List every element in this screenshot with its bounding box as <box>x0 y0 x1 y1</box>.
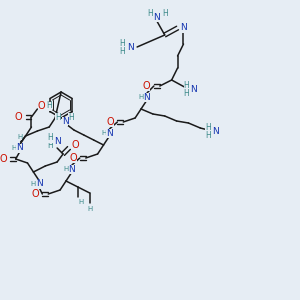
Text: N: N <box>36 179 43 188</box>
Text: N: N <box>190 85 197 94</box>
Text: H: H <box>55 112 61 122</box>
Text: H: H <box>205 124 211 133</box>
Text: H: H <box>63 166 69 172</box>
Text: N: N <box>69 164 75 173</box>
Text: H: H <box>47 140 53 149</box>
Text: N: N <box>127 44 134 52</box>
Text: N: N <box>16 143 23 152</box>
Text: N: N <box>106 128 113 137</box>
Text: H: H <box>184 88 189 98</box>
Text: H: H <box>205 131 211 140</box>
Text: H: H <box>17 134 22 140</box>
Text: N: N <box>180 23 187 32</box>
Text: H: H <box>78 199 83 205</box>
Text: H: H <box>31 181 36 187</box>
Text: N: N <box>212 128 218 136</box>
Text: H: H <box>162 8 168 17</box>
Text: O: O <box>0 154 8 164</box>
Text: N: N <box>54 137 61 146</box>
Text: H: H <box>101 130 106 136</box>
Text: N: N <box>154 13 160 22</box>
Text: H: H <box>46 101 52 110</box>
Text: O: O <box>38 101 45 111</box>
Text: H: H <box>47 134 53 142</box>
Text: N: N <box>61 116 68 125</box>
Text: H: H <box>11 145 16 151</box>
Text: H: H <box>147 8 153 17</box>
Text: H: H <box>68 112 74 122</box>
Text: O: O <box>106 117 114 127</box>
Text: O: O <box>142 81 150 91</box>
Text: O: O <box>69 153 77 163</box>
Text: H: H <box>87 206 92 212</box>
Text: H: H <box>119 40 125 49</box>
Text: N: N <box>144 92 150 101</box>
Text: O: O <box>32 189 39 199</box>
Text: H: H <box>119 47 125 56</box>
Text: H: H <box>138 94 144 100</box>
Text: O: O <box>15 112 22 122</box>
Text: O: O <box>71 140 79 150</box>
Text: H: H <box>184 80 189 89</box>
